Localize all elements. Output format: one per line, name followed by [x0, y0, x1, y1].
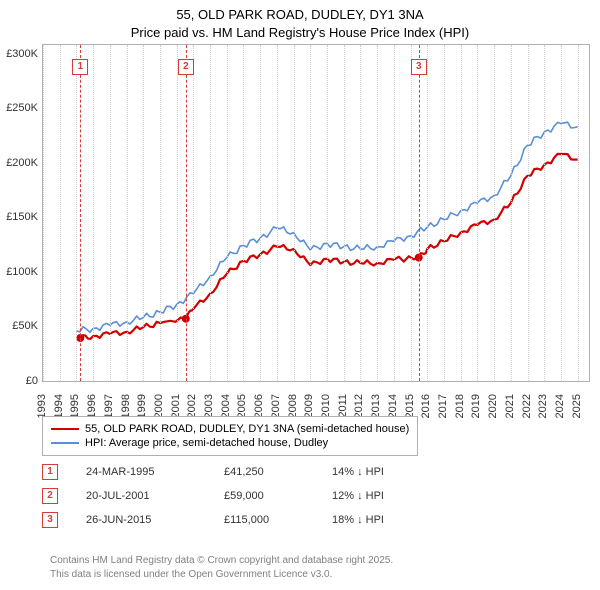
xtick-label: 2023 — [537, 394, 549, 424]
legend-label: HPI: Average price, semi-detached house,… — [85, 437, 328, 449]
legend-row: 55, OLD PARK ROAD, DUDLEY, DY1 3NA (semi… — [51, 422, 409, 436]
gridline-vertical — [110, 45, 111, 381]
gridline-vertical — [477, 45, 478, 381]
sales-row: 1 24-MAR-1995 £41,250 14% ↓ HPI — [42, 460, 422, 484]
sales-table: 1 24-MAR-1995 £41,250 14% ↓ HPI 2 20-JUL-2001… — [42, 460, 422, 532]
sales-date: 20-JUL-2001 — [86, 490, 196, 502]
plot-area: 1 2 3 — [42, 44, 590, 382]
xtick-label: 2020 — [487, 394, 499, 424]
gridline-vertical — [377, 45, 378, 381]
sales-badge: 2 — [42, 488, 58, 504]
gridline-vertical — [143, 45, 144, 381]
gridline-vertical — [344, 45, 345, 381]
gridline-vertical — [578, 45, 579, 381]
ytick-label: £200K — [0, 157, 38, 169]
gridline-vertical — [327, 45, 328, 381]
gridline-vertical — [160, 45, 161, 381]
xtick-label: 2018 — [454, 394, 466, 424]
xtick-label: 2025 — [571, 394, 583, 424]
attribution-line1: Contains HM Land Registry data © Crown c… — [50, 554, 393, 568]
gridline-vertical — [243, 45, 244, 381]
sales-date: 26-JUN-2015 — [86, 514, 196, 526]
gridline-vertical — [193, 45, 194, 381]
attribution-line2: This data is licensed under the Open Gov… — [50, 568, 393, 582]
xtick-label: 2024 — [554, 394, 566, 424]
sales-badge: 3 — [42, 512, 58, 528]
gridline-vertical — [561, 45, 562, 381]
ytick-label: £300K — [0, 48, 38, 60]
gridline-vertical — [260, 45, 261, 381]
xtick-label: 2016 — [420, 394, 432, 424]
gridline-vertical — [277, 45, 278, 381]
gridline-vertical — [93, 45, 94, 381]
ytick-label: £150K — [0, 211, 38, 223]
sales-row: 2 20-JUL-2001 £59,000 12% ↓ HPI — [42, 484, 422, 508]
sales-price: £59,000 — [224, 490, 304, 502]
event-line — [80, 45, 81, 381]
gridline-vertical — [60, 45, 61, 381]
legend-swatch — [51, 428, 79, 430]
sales-date: 24-MAR-1995 — [86, 466, 196, 478]
xtick-label: 2021 — [504, 394, 516, 424]
event-badge: 1 — [72, 59, 88, 75]
sales-price: £115,000 — [224, 514, 304, 526]
gridline-vertical — [528, 45, 529, 381]
gridline-vertical — [411, 45, 412, 381]
chart-svg — [43, 45, 591, 383]
sales-row: 3 26-JUN-2015 £115,000 18% ↓ HPI — [42, 508, 422, 532]
xtick-label: 2022 — [521, 394, 533, 424]
gridline-vertical — [494, 45, 495, 381]
event-badge: 3 — [411, 59, 427, 75]
gridline-vertical — [427, 45, 428, 381]
title-line1: 55, OLD PARK ROAD, DUDLEY, DY1 3NA — [0, 6, 600, 24]
legend-swatch — [51, 442, 79, 444]
event-line — [186, 45, 187, 381]
gridline-vertical — [310, 45, 311, 381]
chart-container: 55, OLD PARK ROAD, DUDLEY, DY1 3NA Price… — [0, 0, 600, 590]
gridline-vertical — [127, 45, 128, 381]
gridline-vertical — [210, 45, 211, 381]
xtick-label: 2017 — [437, 394, 449, 424]
gridline-vertical — [43, 45, 44, 381]
legend: 55, OLD PARK ROAD, DUDLEY, DY1 3NA (semi… — [42, 416, 418, 456]
gridline-vertical — [177, 45, 178, 381]
event-badge: 2 — [178, 59, 194, 75]
event-line — [419, 45, 420, 381]
sales-hpi-delta: 18% ↓ HPI — [332, 514, 422, 526]
gridline-vertical — [444, 45, 445, 381]
sales-price: £41,250 — [224, 466, 304, 478]
xtick-label: 2019 — [470, 394, 482, 424]
sales-badge: 1 — [42, 464, 58, 480]
ytick-label: £50K — [0, 320, 38, 332]
gridline-vertical — [294, 45, 295, 381]
legend-row: HPI: Average price, semi-detached house,… — [51, 436, 409, 450]
sales-hpi-delta: 12% ↓ HPI — [332, 490, 422, 502]
gridline-vertical — [461, 45, 462, 381]
gridline-vertical — [394, 45, 395, 381]
title-line2: Price paid vs. HM Land Registry's House … — [0, 24, 600, 42]
attribution: Contains HM Land Registry data © Crown c… — [42, 552, 401, 583]
gridline-vertical — [360, 45, 361, 381]
ytick-label: £0 — [0, 375, 38, 387]
sales-hpi-delta: 14% ↓ HPI — [332, 466, 422, 478]
gridline-vertical — [227, 45, 228, 381]
ytick-label: £250K — [0, 102, 38, 114]
ytick-label: £100K — [0, 266, 38, 278]
gridline-vertical — [544, 45, 545, 381]
gridline-vertical — [511, 45, 512, 381]
chart-title: 55, OLD PARK ROAD, DUDLEY, DY1 3NA Price… — [0, 0, 600, 41]
legend-label: 55, OLD PARK ROAD, DUDLEY, DY1 3NA (semi… — [85, 423, 409, 435]
gridline-vertical — [76, 45, 77, 381]
